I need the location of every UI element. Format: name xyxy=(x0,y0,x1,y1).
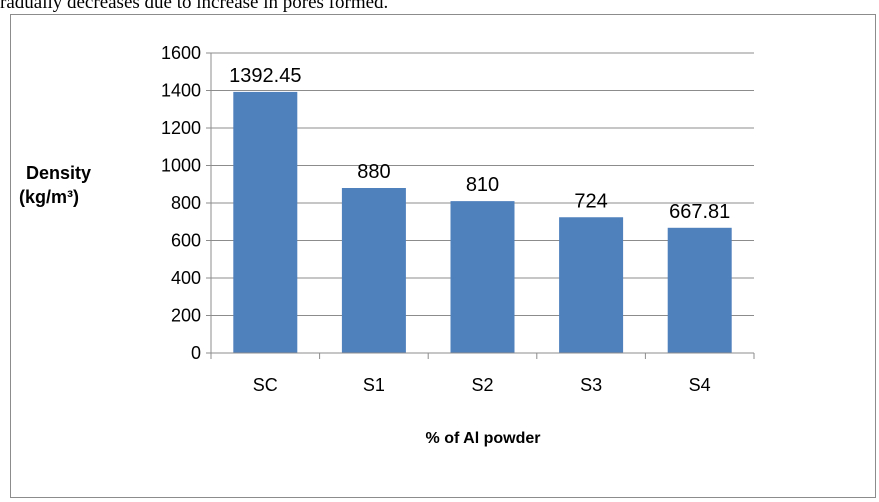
y-axis-title-line2: (kg/m³) xyxy=(19,187,79,207)
y-tick-label: 1400 xyxy=(161,81,201,101)
bar-s3 xyxy=(559,217,624,353)
bar-s4 xyxy=(667,227,732,353)
y-tick-label: 200 xyxy=(171,306,201,326)
y-tick-label: 1600 xyxy=(161,43,201,63)
bar-sc xyxy=(233,91,298,354)
y-tick-label: 1000 xyxy=(161,156,201,176)
x-tick-label: SC xyxy=(253,375,278,395)
x-tick-label: S1 xyxy=(363,375,385,395)
data-label: 667.81 xyxy=(669,201,730,223)
y-tick-label: 600 xyxy=(171,231,201,251)
x-axis-title: % of Al powder xyxy=(426,430,541,447)
bars xyxy=(233,91,732,354)
preceding-document-text: radually decreases due to increase in po… xyxy=(0,0,389,13)
bar-s2 xyxy=(450,201,515,353)
y-tick-label: 1200 xyxy=(161,118,201,138)
y-axis-title-line1: Density xyxy=(26,163,91,183)
y-tick-label: 0 xyxy=(191,343,201,363)
labels: 0 200 400 600 800 1000 1200 1400 1600 1392.45 SC 88… xyxy=(161,43,730,395)
y-tick-label: 400 xyxy=(171,268,201,288)
x-tick-label: S2 xyxy=(471,375,493,395)
bar-s1 xyxy=(341,188,406,353)
data-label: 1392.45 xyxy=(229,65,301,87)
x-tick-label: S4 xyxy=(689,375,711,395)
data-label: 880 xyxy=(357,161,390,183)
data-label: 810 xyxy=(466,174,499,196)
data-label: 724 xyxy=(574,190,607,212)
axes xyxy=(206,52,755,359)
x-tick-label: S3 xyxy=(580,375,602,395)
y-tick-label: 800 xyxy=(171,193,201,213)
